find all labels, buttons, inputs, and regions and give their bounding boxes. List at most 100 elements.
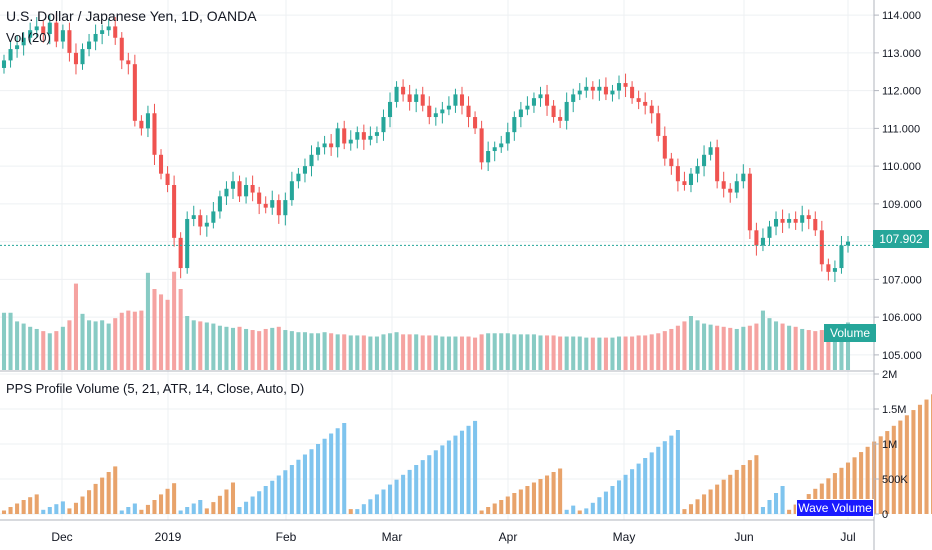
candle-body (656, 113, 661, 136)
wave-volume-bar (682, 509, 687, 514)
wave-volume-bar (675, 430, 680, 514)
time-tick-label: Apr (499, 530, 518, 544)
price-axis[interactable]: 105.000106.000107.000108.000109.000110.0… (874, 10, 922, 362)
candle-body (688, 173, 694, 185)
candle-body (695, 166, 700, 174)
price-tick-label: 114.000 (882, 10, 921, 22)
wave-volume-bar (263, 486, 268, 514)
wave-volume-bar (590, 502, 595, 514)
volume-bar (407, 334, 412, 370)
wave-volume-bar (93, 483, 98, 514)
time-tick-label: Jul (840, 530, 855, 544)
wave-volume-bar (185, 507, 190, 514)
volume-bar (276, 326, 281, 370)
wave-volume-bar (427, 455, 432, 514)
candle-body (793, 218, 798, 223)
wave-volume-bar (859, 452, 864, 514)
volume-bar (374, 336, 379, 370)
volume-bar (538, 335, 543, 370)
wave-volume-bar (545, 475, 550, 514)
candle-body (584, 86, 589, 91)
candle-body (100, 30, 105, 34)
wave-volume-bar (309, 449, 314, 514)
volume-bar (394, 332, 399, 370)
volume-bar (309, 333, 314, 370)
candle-body (427, 105, 432, 118)
volume-bar (257, 331, 262, 370)
wave-volume-axis[interactable]: 0 500K 1M 1.5M 2M (874, 369, 908, 521)
wave-volume-bar (479, 510, 484, 514)
candle-body (145, 113, 150, 129)
candle-body (230, 181, 236, 189)
volume-bar (296, 332, 301, 370)
wave-volume-bar (577, 510, 582, 514)
wave-volume-bar (649, 452, 654, 514)
candle-body (813, 218, 818, 231)
time-axis[interactable]: Dec 2019 Feb Mar Apr May Jun Jul (51, 530, 855, 544)
candle-body (558, 117, 563, 121)
wave-volume-bar (335, 428, 340, 514)
wave-volume-bar (688, 504, 694, 514)
candle-body (237, 181, 242, 197)
candle-body (649, 105, 654, 114)
wave-volume-bar (374, 494, 379, 514)
volume-badge: Volume (824, 324, 877, 342)
wave-volume-bar (747, 460, 752, 514)
wave-volume-bar (368, 499, 373, 514)
candle-body (21, 37, 26, 46)
wave-volume-bar (87, 490, 92, 514)
time-tick-label: Jun (734, 530, 753, 544)
volume-bar (675, 325, 680, 370)
wave-tick-label: 2M (882, 369, 897, 381)
candle-body (270, 200, 275, 208)
price-tick-label: 112.000 (882, 86, 921, 98)
candle-body (374, 132, 379, 136)
wave-volume-bar (41, 509, 46, 514)
wave-volume-bar (505, 496, 510, 514)
volume-bar (387, 333, 393, 370)
volume-bar (80, 313, 85, 370)
volume-bar (283, 330, 288, 370)
wave-volume-bar (329, 433, 334, 514)
candle-body (322, 143, 327, 148)
volume-bar (289, 331, 294, 370)
candle-body (662, 135, 667, 159)
volume-bar (643, 335, 648, 370)
wave-volume-bar (499, 500, 504, 514)
candle-body (525, 105, 530, 110)
wave-volume-bar (630, 469, 635, 514)
candle-body (571, 94, 576, 102)
volume-bar (695, 320, 700, 370)
candle-body (616, 83, 622, 91)
volume-bar (826, 328, 831, 370)
volume-bar (348, 335, 353, 370)
wave-volume-bar (73, 502, 78, 514)
candle-body (139, 120, 144, 129)
volume-bar (832, 326, 837, 370)
price-tick-label: 105.000 (882, 350, 922, 362)
wave-volume-bar (819, 483, 824, 514)
volume-bar (355, 335, 360, 370)
volume-bar (100, 320, 105, 370)
wave-volume-bar (198, 500, 203, 514)
candle-body (715, 147, 720, 182)
candle-body (832, 268, 837, 272)
candle-body (708, 147, 713, 155)
volume-bar (204, 322, 209, 370)
wave-volume-bar (211, 502, 216, 514)
volume-legend: Vol (20) (6, 30, 51, 45)
wave-volume-bar (610, 486, 615, 514)
candle-body (401, 86, 406, 95)
candle-body (839, 245, 844, 269)
volume-bar (152, 289, 157, 370)
candle-body (819, 230, 824, 265)
candle-body (499, 143, 504, 148)
wave-volume-bar (845, 462, 851, 514)
wave-volume-bar (100, 477, 105, 514)
wave-volume-bar (754, 455, 759, 514)
volume-bar (590, 337, 595, 370)
candle-body (113, 26, 118, 38)
candle-body (767, 226, 772, 238)
candle-body (597, 86, 602, 91)
